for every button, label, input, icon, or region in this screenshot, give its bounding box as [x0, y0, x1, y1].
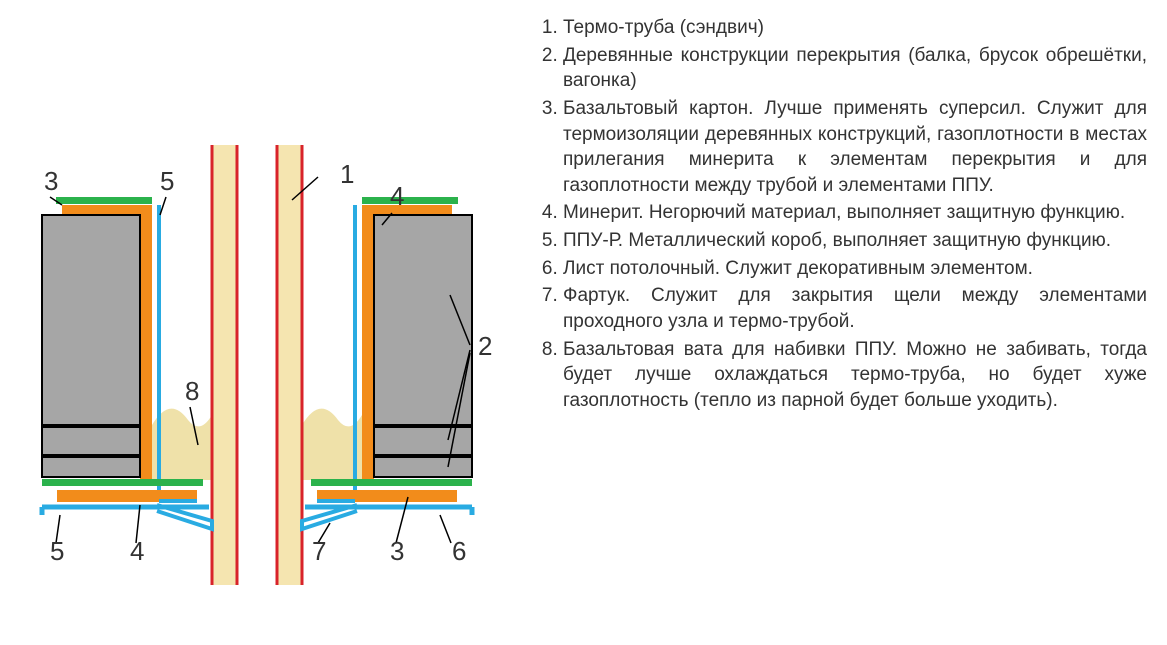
minerite-vertical — [140, 205, 152, 480]
basalt-cardboard-top — [56, 197, 152, 204]
wood-lining — [374, 457, 472, 477]
diagram-label-5: 5 — [50, 536, 64, 566]
diagram-label-1: 1 — [340, 159, 354, 189]
legend-item-1: Термо-труба (сэндвич) — [563, 15, 1147, 41]
diagram-label-3: 3 — [44, 166, 58, 196]
basalt-cardboard-top — [362, 197, 458, 204]
legend-item-8: Базальтовая вата для набивки ППУ. Можно … — [563, 337, 1147, 414]
minerite-vertical — [362, 205, 374, 480]
diagram-label-2: 2 — [478, 331, 492, 361]
diagram-label-4: 4 — [130, 536, 144, 566]
page-container: 1 3 5 4 2 8 5 4 7 3 6 Термо-труба (сэндвич)Деревян… — [20, 15, 1147, 595]
basalt-cardboard-bottom — [42, 479, 203, 486]
legend-item-3: Базальтовый картон. Лучше применять супе… — [563, 96, 1147, 199]
cross-section-diagram: 1 3 5 4 2 8 5 4 7 3 6 — [20, 145, 495, 595]
legend-panel: Термо-труба (сэндвич)Деревянные конструк… — [535, 15, 1147, 416]
diagram-label-5: 5 — [160, 166, 174, 196]
diagram-panel: 1 3 5 4 2 8 5 4 7 3 6 — [20, 15, 495, 595]
legend-item-4: Минерит. Негорючий материал, выполняет з… — [563, 200, 1147, 226]
basalt-cardboard-bottom — [311, 479, 472, 486]
pipe-inner-fill — [237, 145, 277, 585]
wood-batten — [42, 427, 140, 455]
diagram-label-6: 6 — [452, 536, 466, 566]
legend-item-2: Деревянные конструкции перекрытия (балка… — [563, 43, 1147, 94]
legend-list: Термо-труба (сэндвич)Деревянные конструк… — [535, 15, 1147, 414]
legend-item-7: Фартук. Служит для закрытия щели между э… — [563, 283, 1147, 334]
diagram-label-3: 3 — [390, 536, 404, 566]
diagram-label-7: 7 — [312, 536, 326, 566]
legend-item-6: Лист потолочный. Служит декоративным эле… — [563, 256, 1147, 282]
wood-lining — [42, 457, 140, 477]
legend-item-5: ППУ-Р. Металлический короб, выполняет за… — [563, 228, 1147, 254]
wood-batten — [374, 427, 472, 455]
wood-beam — [42, 215, 140, 425]
diagram-label-8: 8 — [185, 376, 199, 406]
diagram-label-4: 4 — [390, 181, 404, 211]
wood-beam — [374, 215, 472, 425]
